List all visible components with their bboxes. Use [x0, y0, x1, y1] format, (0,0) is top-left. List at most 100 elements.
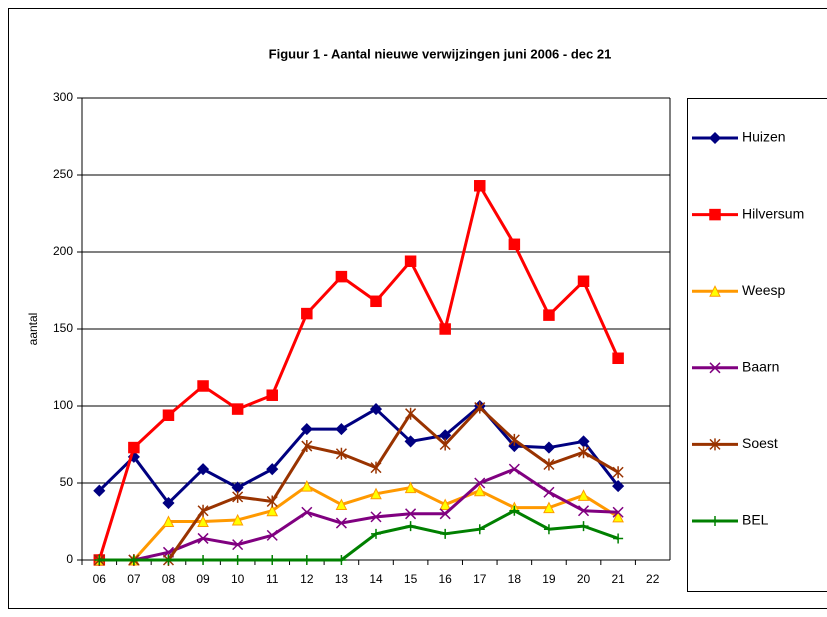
x-tick-label: 19	[542, 572, 556, 586]
legend-marker	[709, 438, 721, 451]
legend-marker	[710, 516, 720, 526]
marker	[439, 508, 451, 520]
marker	[300, 423, 313, 436]
legend-marker	[709, 362, 721, 374]
y-tick-label: 250	[53, 167, 73, 181]
marker	[577, 505, 590, 517]
marker	[474, 524, 485, 535]
series-line	[99, 509, 619, 562]
x-tick-label: 20	[577, 572, 591, 586]
legend-label: Hilversum	[742, 205, 804, 221]
marker	[301, 307, 313, 320]
marker	[369, 403, 383, 416]
marker	[370, 461, 382, 474]
legend-marker	[709, 208, 721, 221]
x-tick-label: 22	[646, 572, 660, 586]
marker	[128, 441, 140, 454]
marker	[231, 403, 244, 415]
marker	[301, 440, 313, 453]
x-tick-label: 13	[335, 572, 349, 586]
marker	[612, 480, 625, 493]
legend-label: BEL	[742, 512, 769, 528]
marker	[613, 533, 624, 544]
marker	[473, 484, 486, 497]
marker	[266, 495, 278, 508]
y-tick-label: 200	[53, 244, 73, 258]
marker	[301, 555, 312, 565]
x-tick-label: 10	[231, 572, 245, 586]
marker	[543, 309, 555, 321]
marker	[93, 484, 106, 497]
marker	[404, 481, 417, 494]
marker	[266, 389, 278, 401]
y-axis-label: aantal	[26, 313, 40, 346]
legend-label: Weesp	[742, 282, 786, 298]
marker	[94, 555, 105, 565]
marker	[543, 458, 555, 471]
marker	[474, 401, 486, 414]
marker	[612, 466, 624, 479]
marker	[612, 352, 624, 365]
marker	[404, 435, 417, 448]
marker	[301, 479, 313, 492]
marker	[335, 423, 348, 436]
marker	[543, 501, 555, 514]
series-line	[99, 406, 619, 562]
marker	[508, 238, 521, 251]
marker	[197, 504, 209, 517]
y-tick-label: 100	[53, 398, 73, 412]
marker	[370, 511, 382, 523]
series-line	[99, 484, 619, 562]
marker	[231, 513, 244, 526]
x-tick-label: 12	[300, 572, 314, 586]
marker	[404, 255, 417, 267]
y-tick-label: 150	[53, 321, 73, 335]
marker	[474, 180, 486, 192]
x-tick-label: 18	[508, 572, 522, 586]
x-tick-label: 17	[473, 572, 487, 586]
series-line	[98, 404, 620, 505]
x-tick-label: 06	[93, 572, 107, 586]
legend-marker	[709, 285, 721, 297]
marker	[371, 528, 381, 539]
marker	[405, 521, 416, 532]
marker	[405, 508, 417, 520]
marker	[335, 447, 347, 460]
marker	[197, 532, 209, 544]
marker	[508, 433, 520, 446]
marker	[508, 439, 521, 453]
marker	[196, 463, 210, 476]
marker	[197, 515, 209, 527]
marker	[439, 323, 451, 335]
marker	[542, 441, 556, 454]
marker	[301, 506, 313, 518]
marker	[577, 446, 590, 459]
marker	[578, 521, 589, 532]
x-tick-label: 08	[162, 572, 176, 586]
x-tick-label: 15	[404, 572, 418, 586]
marker	[543, 524, 554, 535]
marker	[232, 490, 244, 503]
x-tick-label: 09	[196, 572, 210, 586]
marker	[162, 496, 175, 510]
series-line	[99, 467, 619, 562]
marker	[335, 270, 348, 283]
x-tick-label: 07	[127, 572, 141, 586]
marker	[197, 380, 209, 392]
marker	[508, 463, 520, 475]
legend-label: Soest	[742, 435, 778, 451]
marker	[266, 529, 278, 541]
marker	[509, 505, 520, 516]
marker	[612, 510, 624, 523]
x-tick-label: 21	[611, 572, 625, 586]
y-tick-label: 0	[66, 552, 73, 566]
marker	[232, 555, 243, 565]
marker	[128, 555, 139, 565]
x-tick-label: 16	[438, 572, 452, 586]
marker	[439, 498, 451, 511]
marker	[440, 528, 451, 539]
marker	[405, 407, 417, 420]
marker	[162, 515, 175, 527]
legend-marker	[708, 131, 722, 145]
